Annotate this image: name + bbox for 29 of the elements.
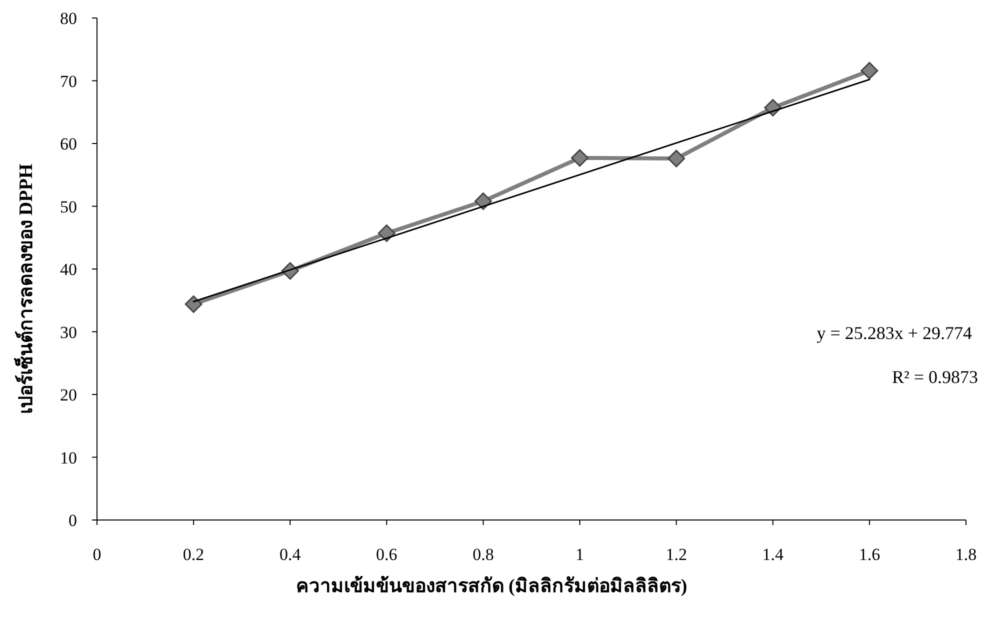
x-tick-label: 1.2 — [666, 545, 687, 564]
x-tick-label: 1.8 — [955, 545, 977, 564]
x-tick-label: 0.6 — [376, 545, 398, 564]
y-tick-label: 50 — [60, 197, 77, 216]
point — [184, 295, 202, 313]
y-axis-title: เปอร์เซ็นต์การลดลงของ DPPH — [13, 164, 37, 414]
x-tick-label: 0 — [92, 545, 102, 564]
x-tick-label: 1 — [576, 545, 584, 564]
y-tick-label: 80 — [60, 9, 77, 28]
y-tick-label: 10 — [60, 448, 77, 468]
y-tick-label: 20 — [60, 386, 77, 404]
y-tick-label: 40 — [60, 260, 77, 279]
point — [378, 224, 396, 242]
y-tick-label: 30 — [60, 322, 77, 342]
annotation: y = 25.283x + 29.774 — [816, 323, 972, 343]
x-tick-label: 0.8 — [472, 545, 494, 564]
y-tick-label: 70 — [60, 72, 77, 91]
x-tick-label: 1.6 — [858, 545, 880, 564]
point — [571, 149, 589, 167]
x-tick-label: 0.2 — [182, 545, 204, 564]
x-tick-label: 1.4 — [762, 545, 784, 564]
x-tick-label: 0.4 — [279, 545, 302, 564]
y-tick-label: 60 — [60, 134, 77, 154]
point — [860, 62, 878, 80]
x-axis-title: ความเข้มข้นของสารสกัด (มิลลิกรัมต่อมิลลิลิตร) — [296, 575, 688, 597]
annotation: R² = 0.9873 — [892, 367, 978, 387]
point — [474, 192, 492, 210]
y-tick-label: 0 — [68, 511, 77, 530]
point — [668, 150, 686, 168]
